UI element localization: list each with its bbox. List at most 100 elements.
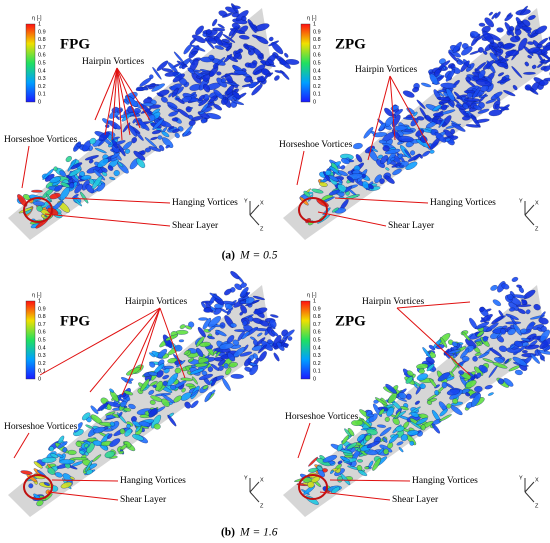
vortex — [167, 414, 177, 427]
vortex — [239, 286, 249, 298]
vortex — [448, 51, 459, 62]
vortex — [323, 170, 331, 183]
annotation: Shear Layer — [388, 221, 435, 231]
vortex — [384, 107, 393, 117]
vortex — [240, 282, 247, 288]
vortex — [385, 383, 397, 394]
colorbar-tick: 0.5 — [38, 60, 46, 66]
vortex — [358, 470, 368, 477]
vortex — [524, 344, 540, 350]
vortex — [390, 157, 396, 162]
vortex — [319, 179, 327, 183]
vortex — [222, 12, 233, 18]
annotation: Shear Layer — [120, 495, 167, 505]
vortex — [58, 459, 75, 465]
vortex — [379, 122, 386, 132]
colorbar — [300, 300, 311, 380]
vortex — [164, 71, 179, 77]
vortex — [203, 83, 211, 93]
vortex — [540, 44, 550, 54]
vortex — [460, 348, 470, 359]
annotation: Hanging Vortices — [120, 476, 186, 486]
annotation: Hairpin Vortices — [355, 65, 417, 75]
vortex — [188, 119, 196, 127]
vortex — [515, 35, 520, 40]
vortex — [520, 337, 531, 342]
vortex — [165, 145, 170, 149]
vortex — [356, 459, 363, 463]
vortex — [274, 70, 285, 74]
vortex — [509, 25, 515, 32]
vortex — [209, 292, 223, 301]
vortex — [387, 442, 394, 449]
vortex — [425, 356, 435, 364]
vortex — [92, 440, 102, 446]
vortex — [490, 285, 498, 291]
vortex — [400, 406, 409, 411]
vortex — [149, 361, 156, 368]
vortex — [144, 84, 160, 88]
vortex — [150, 136, 158, 141]
annotation: Hanging Vortices — [430, 198, 496, 208]
vortex — [167, 62, 178, 73]
vortex — [475, 62, 487, 72]
vortex — [488, 365, 498, 378]
vortex — [441, 381, 448, 389]
vortex — [92, 426, 106, 434]
colorbar-label: η [-] — [307, 15, 317, 21]
leader-line — [116, 67, 151, 121]
vortex — [439, 408, 448, 417]
vortex — [76, 142, 82, 148]
vortex — [340, 165, 346, 170]
vortex — [366, 440, 380, 449]
axis-arrow — [249, 491, 260, 503]
vortex — [410, 150, 416, 156]
vortex — [148, 389, 155, 395]
vortex — [484, 17, 494, 28]
vortex — [152, 118, 164, 131]
vortex — [253, 307, 268, 315]
vortex — [482, 335, 489, 342]
vortex — [185, 106, 192, 113]
colorbar-tick: 0.7 — [38, 322, 46, 328]
vortex — [163, 365, 174, 369]
vortex — [536, 348, 545, 362]
vortex — [184, 401, 191, 409]
vortex — [222, 33, 236, 43]
colorbar-tick: 1 — [38, 298, 41, 304]
vortex — [515, 17, 522, 25]
vortex — [210, 376, 218, 387]
panel: η [-]1 0.9 0.8 0.7 0.60.5 0.4 0.3 0.2 0.10 FPG Hai… — [3, 271, 295, 517]
vortex — [328, 189, 340, 196]
vortex — [466, 92, 473, 99]
vortex — [187, 67, 195, 75]
vortex — [57, 441, 68, 449]
vortex — [269, 319, 277, 328]
vortex — [151, 129, 162, 135]
vortex — [234, 69, 248, 75]
vortex — [443, 348, 450, 356]
vortex — [189, 368, 204, 375]
vortex — [217, 359, 226, 366]
vortex — [420, 424, 426, 431]
vortex — [330, 470, 334, 474]
vortex — [149, 399, 156, 405]
vortex — [187, 357, 194, 363]
colorbar-tick: 1 — [313, 298, 316, 304]
vortex — [270, 314, 279, 318]
vortex — [449, 371, 455, 377]
vortex — [470, 114, 481, 128]
vortex — [33, 461, 43, 469]
vortex — [531, 64, 537, 69]
vortex — [394, 410, 401, 419]
vortex — [53, 166, 58, 172]
colorbar — [25, 300, 36, 380]
vortex — [419, 383, 426, 389]
annotation: Hanging Vortices — [412, 476, 478, 486]
vortex — [225, 46, 232, 51]
colorbar-tick: 0.1 — [313, 92, 321, 98]
vortex — [190, 389, 199, 397]
vortex — [516, 284, 522, 288]
vortex — [157, 135, 163, 140]
vortex — [476, 342, 481, 347]
